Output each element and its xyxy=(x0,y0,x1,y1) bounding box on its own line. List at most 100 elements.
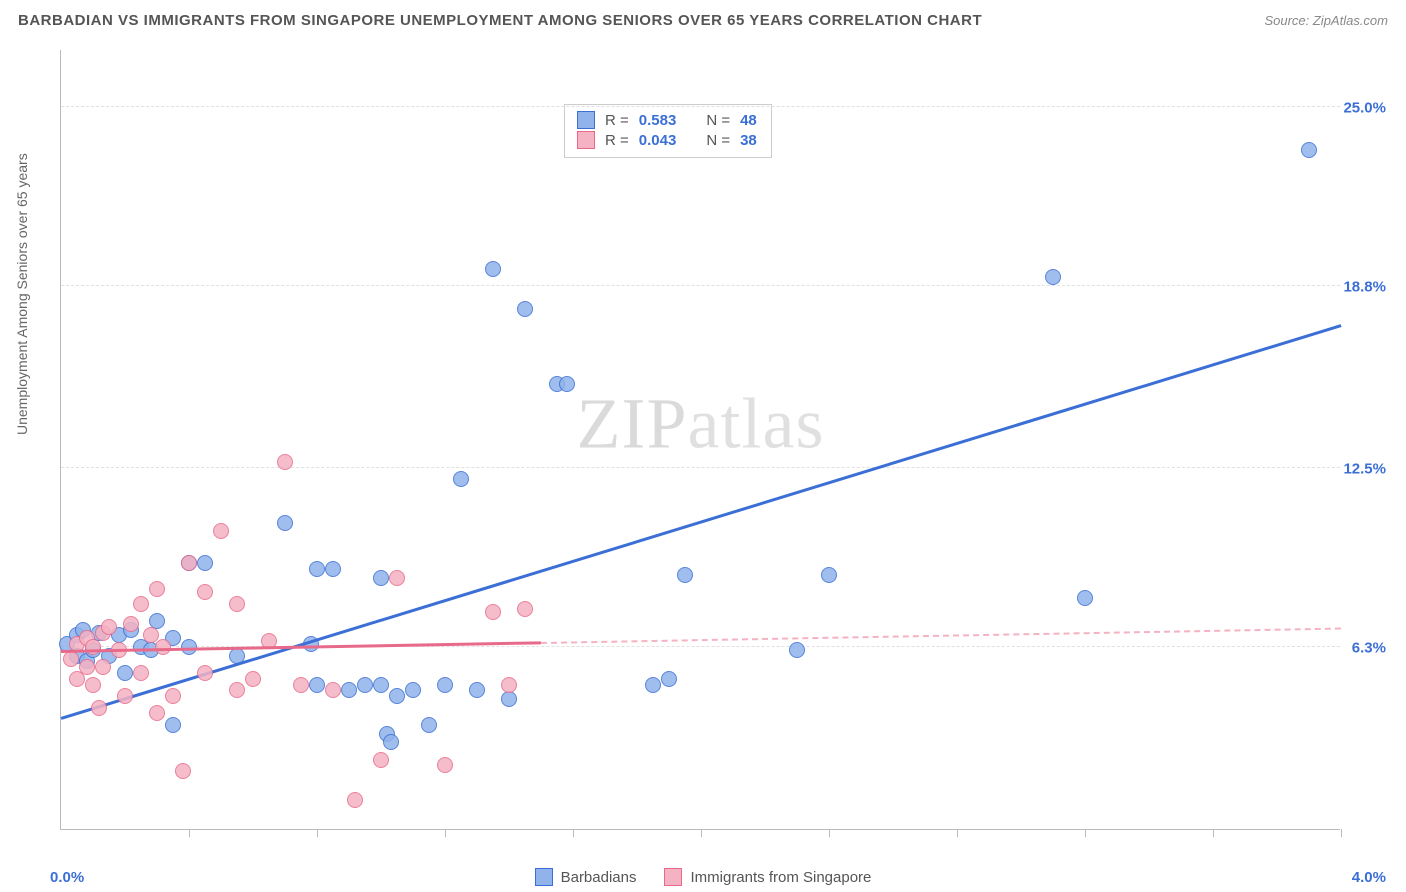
data-point xyxy=(357,677,373,693)
data-point xyxy=(309,561,325,577)
data-point xyxy=(453,471,469,487)
data-point xyxy=(293,677,309,693)
data-point xyxy=(181,555,197,571)
data-point xyxy=(85,677,101,693)
data-point xyxy=(149,705,165,721)
x-tick xyxy=(445,829,446,837)
data-point xyxy=(373,570,389,586)
data-point xyxy=(325,561,341,577)
data-point xyxy=(149,581,165,597)
trend-line xyxy=(61,324,1342,719)
gridline xyxy=(61,285,1340,286)
x-tick xyxy=(957,829,958,837)
data-point xyxy=(437,677,453,693)
legend-item: Immigrants from Singapore xyxy=(664,868,871,886)
legend-item: Barbadians xyxy=(535,868,637,886)
data-point xyxy=(1077,590,1093,606)
data-point xyxy=(517,601,533,617)
data-point xyxy=(229,596,245,612)
stat-n-label: N = xyxy=(706,112,730,129)
x-tick xyxy=(189,829,190,837)
data-point xyxy=(501,677,517,693)
data-point xyxy=(101,619,117,635)
x-tick xyxy=(573,829,574,837)
legend-label: Immigrants from Singapore xyxy=(690,869,871,886)
x-tick xyxy=(1085,829,1086,837)
watermark: ZIPatlas xyxy=(577,382,825,465)
data-point xyxy=(213,523,229,539)
data-point xyxy=(1045,269,1061,285)
data-point xyxy=(133,665,149,681)
data-point xyxy=(421,717,437,733)
data-point xyxy=(373,677,389,693)
data-point xyxy=(789,642,805,658)
data-point xyxy=(469,682,485,698)
x-tick xyxy=(701,829,702,837)
data-point xyxy=(277,515,293,531)
stats-row: R = 0.583 N = 48 xyxy=(577,111,757,129)
data-point xyxy=(133,596,149,612)
legend-swatch xyxy=(577,131,595,149)
data-point xyxy=(485,604,501,620)
stats-row: R =0.043N =38 xyxy=(577,131,757,149)
data-point xyxy=(517,301,533,317)
series-legend: Barbadians Immigrants from Singapore xyxy=(0,868,1406,886)
x-tick xyxy=(1341,829,1342,837)
stats-legend: R =0.583N =48R =0.043N =38 xyxy=(564,104,772,158)
data-point xyxy=(501,691,517,707)
data-point xyxy=(123,616,139,632)
source-text: Source: ZipAtlas.com xyxy=(1264,13,1388,28)
data-point xyxy=(245,671,261,687)
chart-title: BARBADIAN VS IMMIGRANTS FROM SINGAPORE U… xyxy=(18,12,982,29)
data-point xyxy=(677,567,693,583)
scatter-plot: ZIPatlas R =0.583N =48R =0.043N =38 xyxy=(60,50,1340,830)
data-point xyxy=(165,717,181,733)
data-point xyxy=(437,757,453,773)
data-point xyxy=(559,376,575,392)
data-point xyxy=(389,570,405,586)
data-point xyxy=(325,682,341,698)
y-tick-label: 6.3% xyxy=(1352,640,1386,657)
data-point xyxy=(383,734,399,750)
data-point xyxy=(117,665,133,681)
data-point xyxy=(229,682,245,698)
data-point xyxy=(79,659,95,675)
legend-swatch xyxy=(664,868,682,886)
data-point xyxy=(91,700,107,716)
data-point xyxy=(197,584,213,600)
data-point xyxy=(341,682,357,698)
x-tick xyxy=(829,829,830,837)
data-point xyxy=(1301,142,1317,158)
data-point xyxy=(165,688,181,704)
data-point xyxy=(155,639,171,655)
legend-swatch xyxy=(577,111,595,129)
data-point xyxy=(309,677,325,693)
data-point xyxy=(63,651,79,667)
stat-n-label: N = xyxy=(706,132,730,149)
y-tick-label: 12.5% xyxy=(1343,460,1386,477)
legend-swatch xyxy=(535,868,553,886)
data-point xyxy=(485,261,501,277)
data-point xyxy=(405,682,421,698)
gridline xyxy=(61,467,1340,468)
data-point xyxy=(821,567,837,583)
stat-n-value: 38 xyxy=(740,132,757,149)
data-point xyxy=(347,792,363,808)
y-tick-label: 18.8% xyxy=(1343,278,1386,295)
gridline xyxy=(61,106,1340,107)
y-axis-label: Unemployment Among Seniors over 65 years xyxy=(14,153,30,435)
trend-line-dashed xyxy=(541,628,1341,644)
stat-r-value: 0.583 xyxy=(639,112,677,129)
data-point xyxy=(175,763,191,779)
stat-n-value: 48 xyxy=(740,112,757,129)
data-point xyxy=(95,659,111,675)
data-point xyxy=(117,688,133,704)
data-point xyxy=(277,454,293,470)
stat-r-label: R = xyxy=(605,132,629,149)
data-point xyxy=(197,555,213,571)
data-point xyxy=(197,665,213,681)
stat-r-label: R = xyxy=(605,112,629,129)
data-point xyxy=(389,688,405,704)
y-tick-label: 25.0% xyxy=(1343,99,1386,116)
data-point xyxy=(645,677,661,693)
